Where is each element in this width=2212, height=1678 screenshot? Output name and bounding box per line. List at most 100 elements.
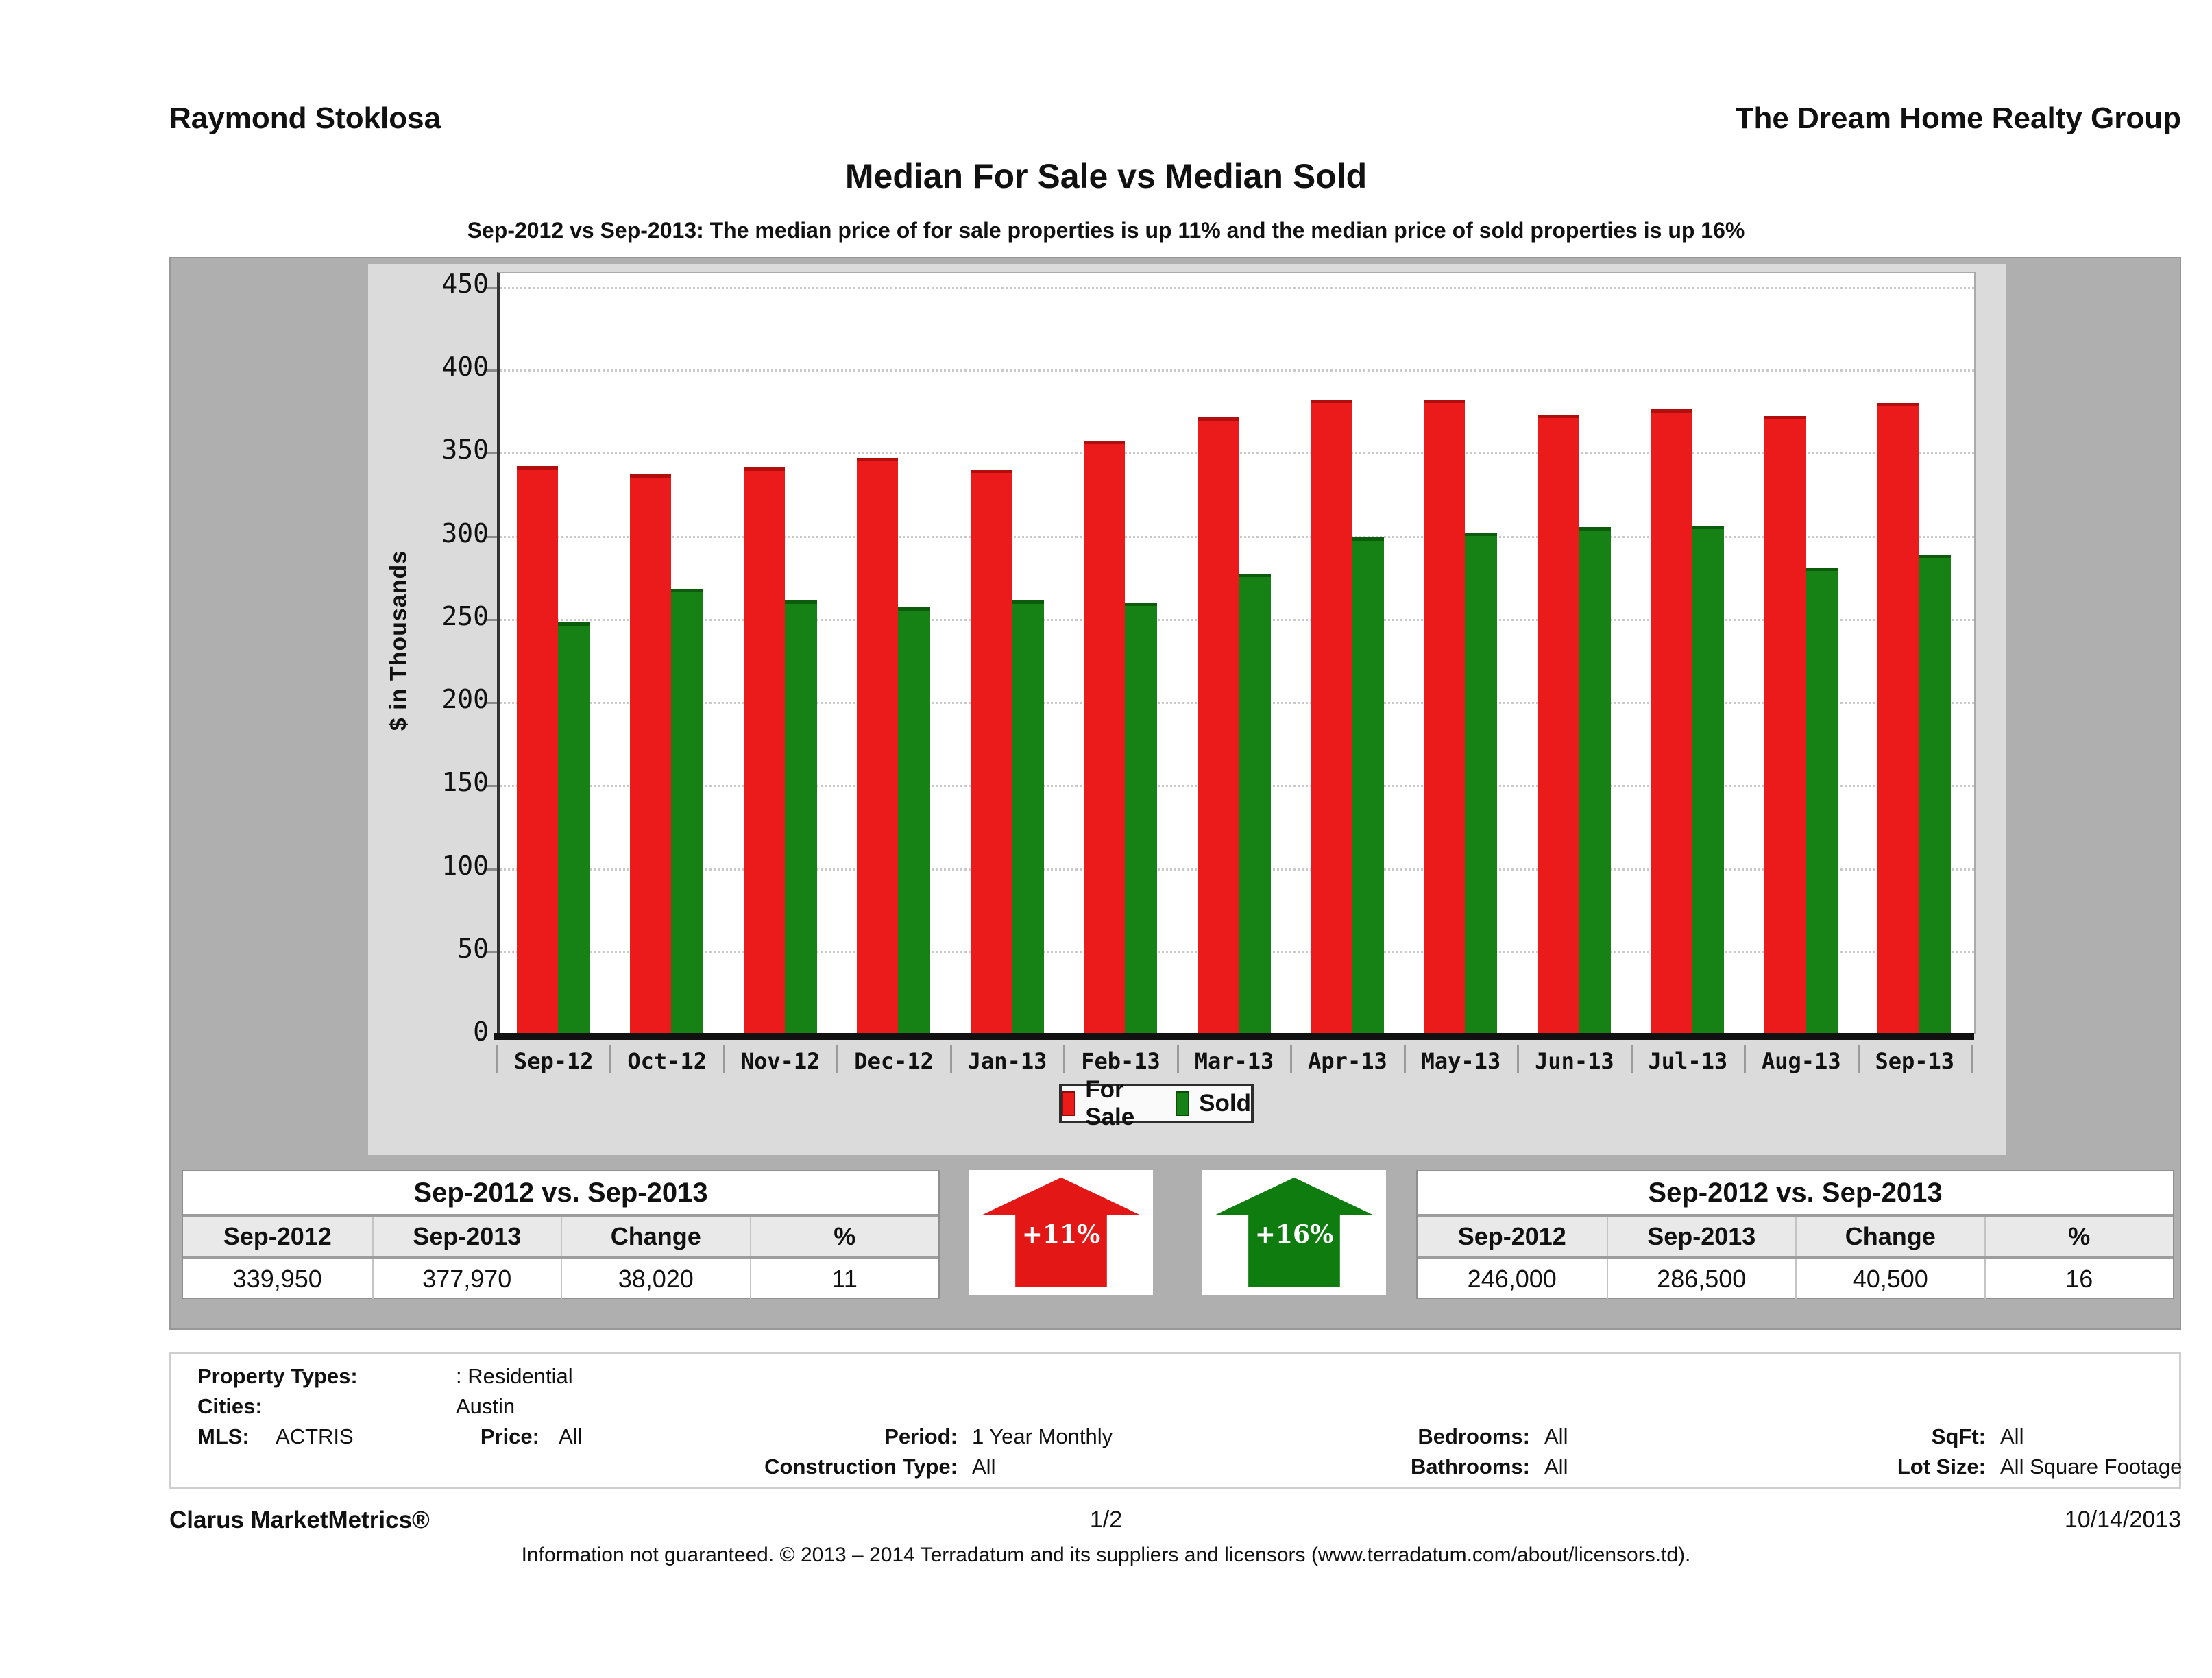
x-tick-separator <box>1744 1045 1747 1073</box>
bar-sold-Dec-12 <box>898 607 931 1034</box>
filter-bedrooms: Bedrooms: <box>1418 1424 1530 1448</box>
chart-panel: $ in Thousands 0 50 100 150 200 250 300 350 400 4… <box>169 257 2181 1330</box>
y-tick-label: 150 <box>441 767 489 798</box>
x-tick-label: Aug-13 <box>1761 1048 1841 1074</box>
filter-lot-size: Lot Size: <box>1897 1455 1986 1479</box>
sold-table-values: 246,000 286,500 40,500 16 <box>1418 1259 2173 1299</box>
bar-for-sale-Mar-13 <box>1197 417 1239 1034</box>
table-cell: 377,970 <box>372 1259 561 1299</box>
chart-box: $ in Thousands 0 50 100 150 200 250 300 350 400 4… <box>368 264 2006 1155</box>
bar-sold-May-13 <box>1465 532 1498 1034</box>
bar-sold-Sep-12 <box>557 622 590 1034</box>
x-tick-label: Dec-12 <box>854 1048 934 1074</box>
filter-property-types-value: : Residential <box>456 1364 573 1388</box>
legend-sold-label: Sold <box>1199 1090 1251 1117</box>
col-header: Sep-2012 <box>1457 1222 1566 1250</box>
bar-sold-Sep-13 <box>1919 555 1952 1034</box>
gridline <box>500 287 1974 289</box>
y-tick-label: 250 <box>441 600 489 631</box>
x-tick-label: Nov-12 <box>740 1048 821 1074</box>
x-tick-separator <box>496 1045 498 1073</box>
x-tick-label: May-13 <box>1421 1048 1501 1074</box>
y-tick-mark <box>487 535 497 538</box>
bar-sold-Jul-13 <box>1692 525 1725 1034</box>
table-cell: 40,500 <box>1795 1259 1984 1299</box>
bar-sold-Aug-13 <box>1805 567 1838 1034</box>
filter-bathrooms: Bathrooms: <box>1411 1455 1530 1479</box>
x-tick-separator <box>1517 1045 1520 1073</box>
bar-for-sale-Dec-12 <box>857 457 899 1034</box>
y-tick-mark <box>487 452 497 455</box>
filter-period: Period: <box>884 1424 958 1448</box>
filter-bedrooms-value: All <box>1544 1424 1568 1448</box>
table-cell: 38,020 <box>561 1259 750 1299</box>
page-title: Median For Sale vs Median Sold <box>844 157 1368 195</box>
y-tick-label: 450 <box>441 269 489 299</box>
y-tick-label: 400 <box>441 352 489 382</box>
bar-for-sale-Feb-13 <box>1084 441 1126 1034</box>
filter-construction-value: All <box>972 1455 996 1479</box>
x-tick-label: Jul-13 <box>1648 1048 1728 1074</box>
sold-table-header: Sep-2012 Sep-2013 Change % <box>1418 1217 2173 1259</box>
x-tick-label: Sep-13 <box>1875 1048 1955 1074</box>
forsale-table-header: Sep-2012 Sep-2013 Change % <box>183 1217 938 1259</box>
x-tick-separator <box>1176 1045 1179 1073</box>
filter-construction: Construction Type: <box>764 1455 958 1479</box>
col-header: Change <box>561 1217 750 1256</box>
y-tick-mark <box>487 951 497 953</box>
filter-price-value: All <box>559 1424 583 1448</box>
bar-for-sale-Apr-13 <box>1310 399 1352 1034</box>
brand-name: Clarus MarketMetrics® <box>169 1507 430 1533</box>
forsale-change-percent: +11% <box>1021 1219 1101 1249</box>
bar-for-sale-Jun-13 <box>1537 414 1579 1034</box>
legend-forsale-label: For Sale <box>1085 1076 1135 1130</box>
y-tick-label: 100 <box>441 850 489 881</box>
x-tick-separator <box>949 1045 952 1073</box>
bar-sold-Feb-13 <box>1125 602 1158 1034</box>
y-tick-mark <box>487 702 497 705</box>
bar-for-sale-Jan-13 <box>970 469 1012 1034</box>
sold-table-title: Sep-2012 vs. Sep-2013 <box>1418 1171 2173 1217</box>
col-header: % <box>1984 1217 2174 1256</box>
forsale-table-values: 339,950 377,970 38,020 11 <box>183 1259 938 1299</box>
x-tick-separator <box>722 1045 725 1073</box>
forsale-change-indicator: +11% <box>969 1170 1153 1295</box>
table-cell: 246,000 <box>1467 1265 1557 1293</box>
x-tick-label: Feb-13 <box>1081 1048 1160 1074</box>
bar-for-sale-Oct-12 <box>630 474 672 1034</box>
bar-for-sale-Sep-13 <box>1877 402 1919 1034</box>
filter-cities-value: Austin <box>456 1394 515 1418</box>
x-tick-separator <box>836 1045 839 1073</box>
col-header: Sep-2013 <box>1606 1217 1796 1256</box>
table-cell: 16 <box>1984 1259 2174 1299</box>
y-tick-label: 200 <box>441 684 489 715</box>
plot-area <box>487 272 1976 1034</box>
col-header: Sep-2013 <box>372 1217 561 1256</box>
company-name: The Dream Home Realty Group <box>1735 101 2181 135</box>
y-tick-label: 300 <box>441 518 489 548</box>
x-tick-separator <box>609 1045 612 1073</box>
bar-for-sale-May-13 <box>1424 399 1466 1034</box>
y-tick-mark <box>487 287 497 289</box>
bar-sold-Jan-13 <box>1011 600 1044 1034</box>
bar-sold-Mar-13 <box>1238 574 1271 1034</box>
x-tick-separator <box>1857 1045 1860 1073</box>
x-tick-label: Jun-13 <box>1535 1048 1614 1074</box>
report-filters: Property Types: : Residential Cities: Au… <box>169 1352 2182 1489</box>
agent-name: Raymond Stoklosa <box>169 101 441 135</box>
forsale-table-title: Sep-2012 vs. Sep-2013 <box>183 1171 938 1217</box>
y-tick-label: 350 <box>441 435 489 465</box>
report-date: 10/14/2013 <box>2064 1507 2181 1533</box>
y-tick-label: 0 <box>473 1017 489 1047</box>
filter-price: Price: <box>480 1424 539 1448</box>
filter-cities: Cities: <box>197 1394 263 1418</box>
table-cell: 286,500 <box>1606 1259 1796 1299</box>
bar-sold-Oct-12 <box>671 589 704 1034</box>
x-tick-separator <box>1403 1045 1406 1073</box>
x-axis-line <box>494 1033 1974 1040</box>
x-tick-label: Sep-12 <box>513 1048 594 1074</box>
col-header: Change <box>1795 1217 1984 1256</box>
y-tick-mark <box>487 618 497 621</box>
legend-forsale-swatch <box>1062 1091 1076 1116</box>
